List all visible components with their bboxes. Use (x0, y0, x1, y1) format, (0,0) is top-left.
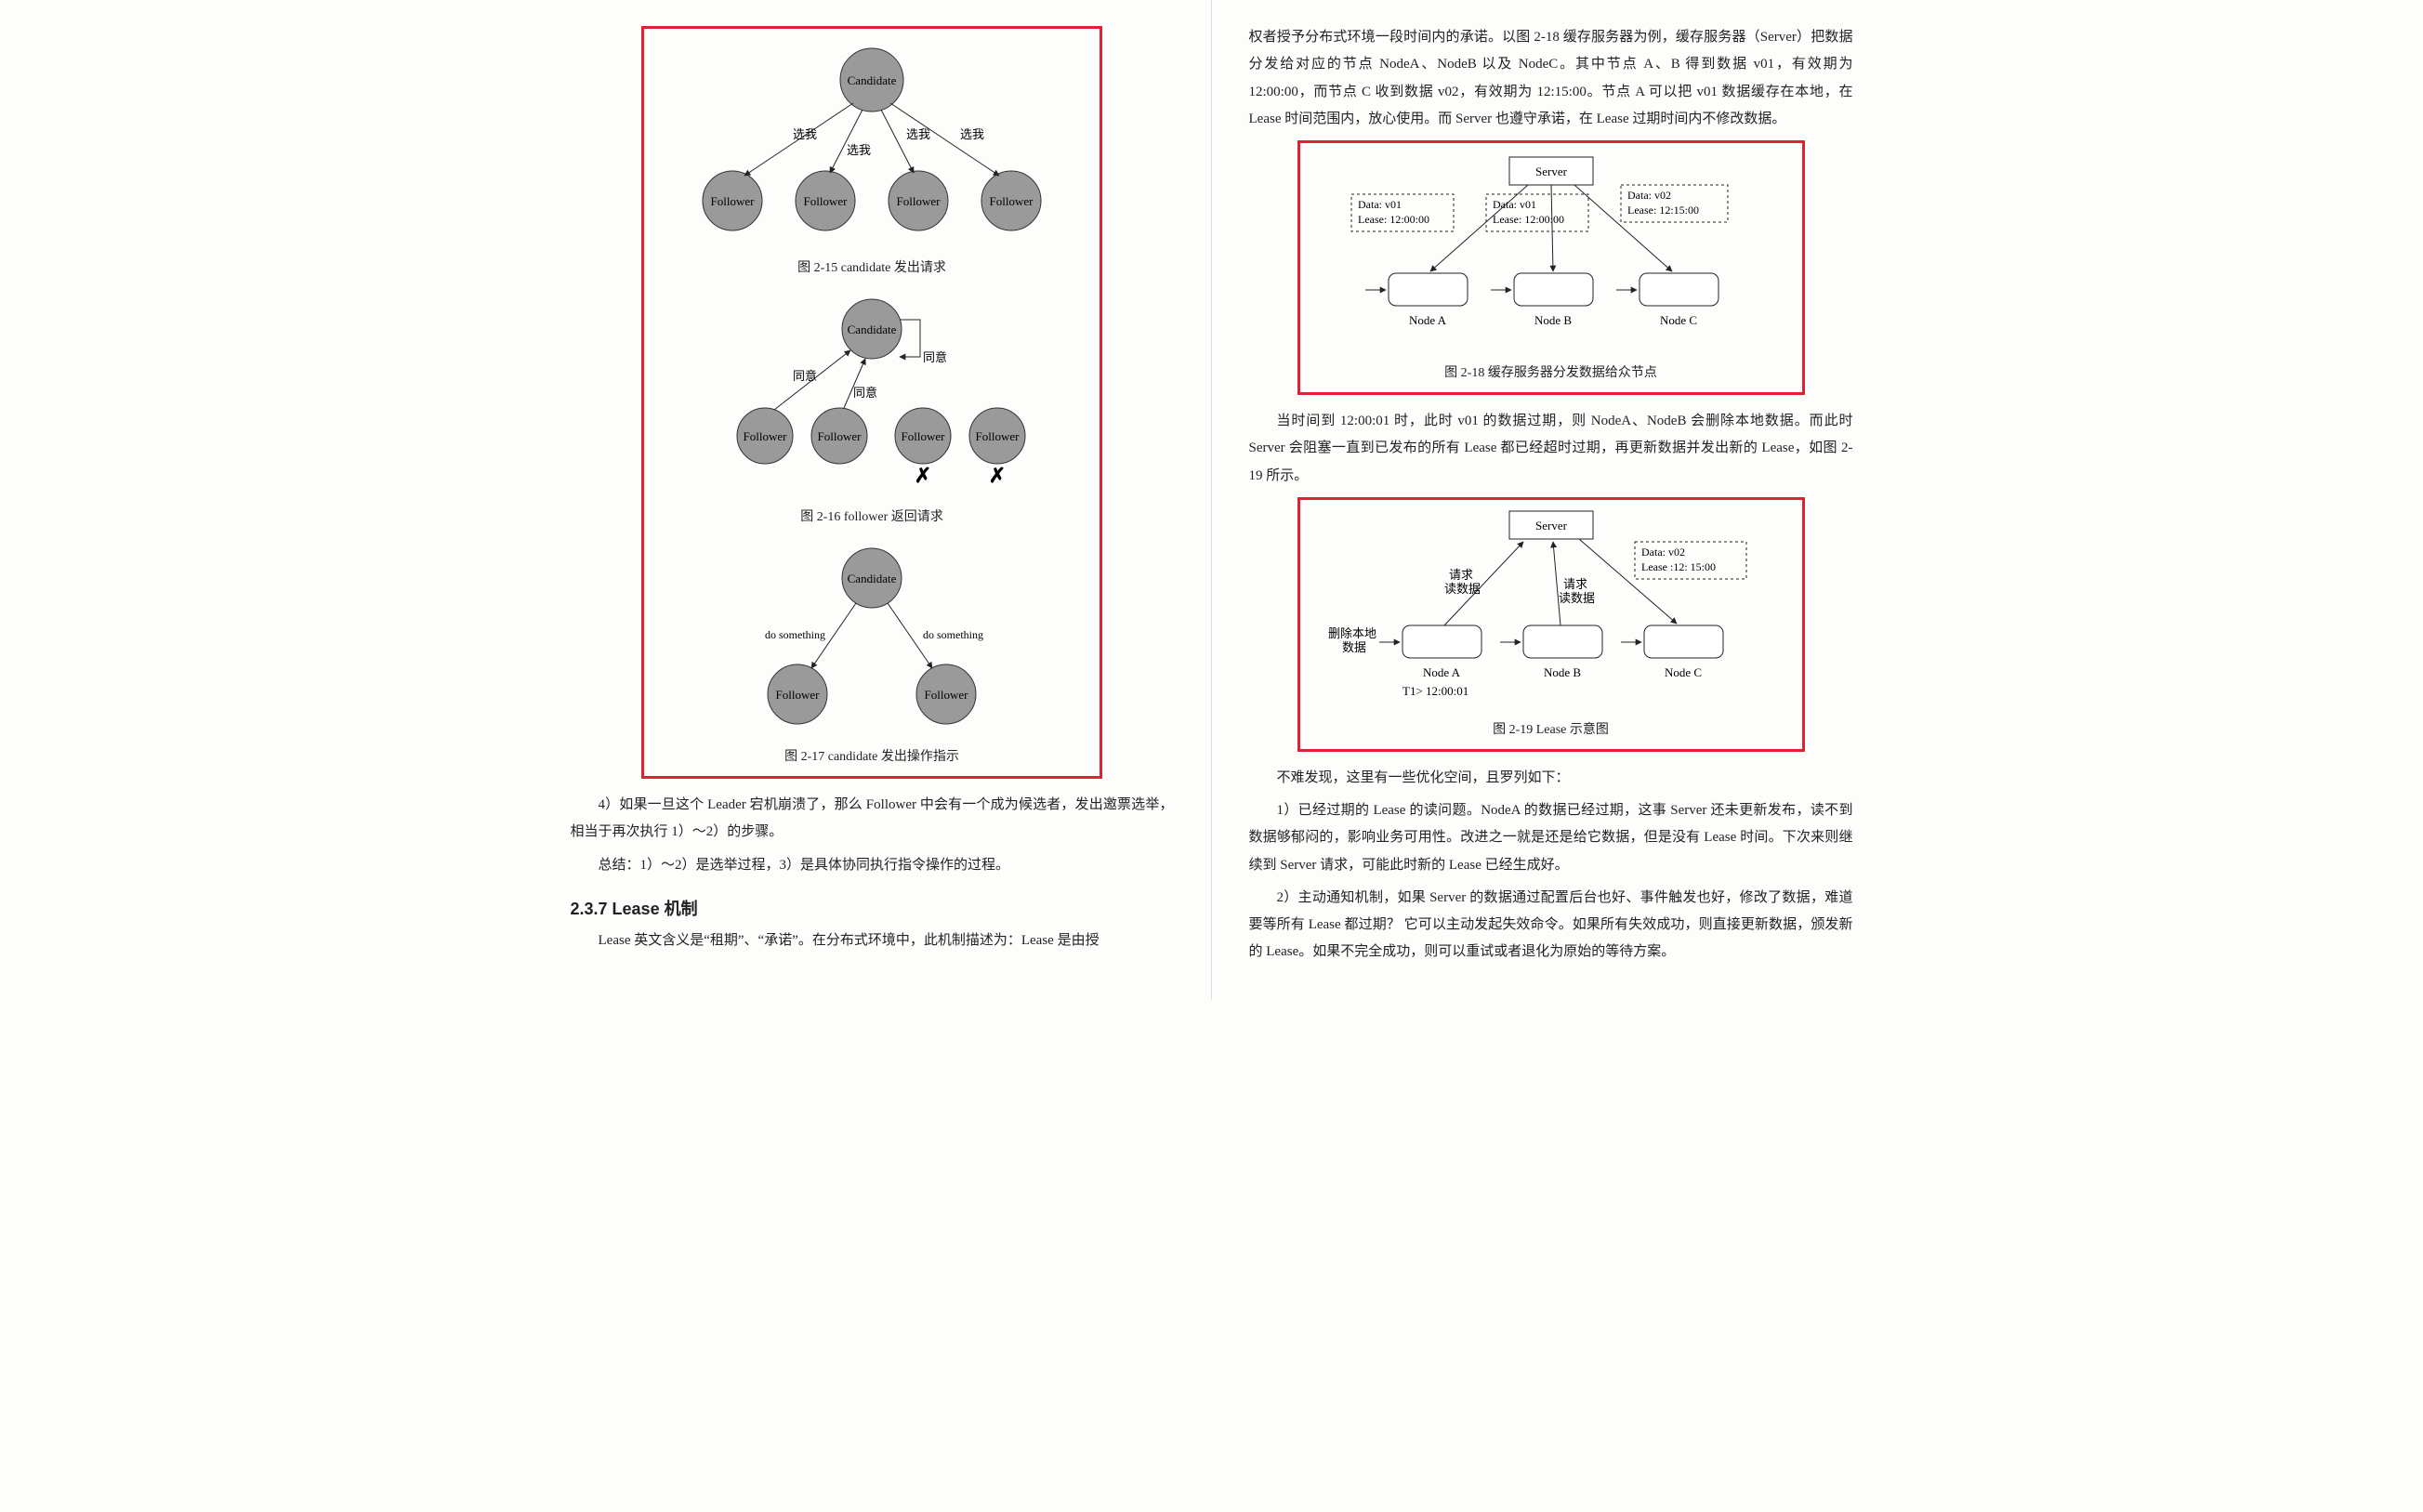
lease-box-b: Data: v01 Lease: 12:00:00 (1486, 194, 1588, 231)
svg-text:Follower: Follower (990, 194, 1034, 208)
svg-text:Lease: 12:00:00: Lease: 12:00:00 (1358, 213, 1429, 226)
svg-text:请求: 请求 (1563, 577, 1587, 591)
svg-text:读数据: 读数据 (1444, 582, 1481, 596)
fig218-caption: 图 2-18 缓存服务器分发数据给众节点 (1300, 362, 1802, 381)
svg-text:请求: 请求 (1449, 568, 1473, 582)
fig-2-17: Candidate Follower Follower do something… (644, 536, 1100, 741)
svg-text:Follower: Follower (711, 194, 756, 208)
svg-text:Lease: 12:15:00: Lease: 12:15:00 (1627, 204, 1699, 217)
right-page: 权者授予分布式环境一段时间内的承诺。以图 2-18 缓存服务器为例，缓存服务器（… (1212, 0, 1890, 1000)
svg-text:选我: 选我 (847, 143, 871, 157)
svg-text:✗: ✗ (915, 464, 931, 487)
svg-text:删除本地: 删除本地 (1328, 626, 1376, 640)
svg-text:Follower: Follower (804, 194, 849, 208)
section-heading: 2.3.7 Lease 机制 (571, 896, 1174, 920)
fig-2-19-box: Server Data: v02 Lease :12: 15:00 Node A… (1297, 497, 1805, 752)
para-left-1: 4）如果一旦这个 Leader 宕机崩溃了，那么 Follower 中会有一个成… (571, 792, 1174, 847)
svg-text:Node C: Node C (1659, 313, 1696, 327)
svg-text:选我: 选我 (906, 127, 930, 141)
fig-2-16: Candidate 同意 Follower Follower Follower … (644, 287, 1100, 501)
svg-text:数据: 数据 (1342, 640, 1366, 654)
svg-text:Candidate: Candidate (848, 322, 897, 336)
svg-text:do something: do something (923, 628, 983, 641)
para-right-2: 不难发现，这里有一些优化空间，且罗列如下： (1249, 765, 1853, 792)
fig-2-19: Server Data: v02 Lease :12: 15:00 Node A… (1300, 500, 1802, 714)
para-right-1: 当时间到 12:00:01 时，此时 v01 的数据过期，则 NodeA、Nod… (1249, 408, 1853, 490)
svg-text:Server: Server (1535, 519, 1568, 532)
svg-text:Lease :12: 15:00: Lease :12: 15:00 (1641, 560, 1716, 573)
lease-box-c: Data: v02 Lease: 12:15:00 (1621, 185, 1728, 222)
fig-2-18: Server Data: v01 Lease: 12:00:00 Data: v… (1300, 143, 1802, 357)
svg-text:同意: 同意 (853, 386, 877, 400)
svg-text:✗: ✗ (989, 464, 1006, 487)
svg-text:Follower: Follower (818, 429, 863, 443)
svg-text:do something: do something (765, 628, 825, 641)
svg-text:Data: v01: Data: v01 (1358, 198, 1402, 211)
svg-text:Follower: Follower (925, 688, 969, 702)
fig216-caption: 图 2-16 follower 返回请求 (644, 506, 1100, 525)
svg-text:读数据: 读数据 (1559, 591, 1595, 605)
svg-text:Follower: Follower (976, 429, 1021, 443)
svg-text:Follower: Follower (744, 429, 788, 443)
lease-box-a: Data: v01 Lease: 12:00:00 (1351, 194, 1454, 231)
svg-text:Node B: Node B (1543, 665, 1580, 679)
para-right-4: 2）主动通知机制，如果 Server 的数据通过配置后台也好、事件触发也好，修改… (1249, 885, 1853, 966)
fig217-caption: 图 2-17 candidate 发出操作指示 (644, 746, 1100, 765)
svg-text:Data: v01: Data: v01 (1493, 198, 1536, 211)
svg-text:Node B: Node B (1534, 313, 1571, 327)
svg-text:同意: 同意 (793, 369, 817, 383)
para-left-3: Lease 英文含义是“租期”、“承诺”。在分布式环境中，此机制描述为：Leas… (571, 927, 1174, 954)
svg-text:T1> 12:00:01: T1> 12:00:01 (1402, 684, 1468, 698)
svg-text:选我: 选我 (960, 127, 984, 141)
figure-group-left: Candidate Follower Follower Follower Fol… (641, 26, 1102, 779)
fig-2-18-box: Server Data: v01 Lease: 12:00:00 Data: v… (1297, 140, 1805, 395)
fig-2-15: Candidate Follower Follower Follower Fol… (644, 29, 1100, 252)
svg-text:Node A: Node A (1422, 665, 1460, 679)
svg-text:选我: 选我 (793, 127, 817, 141)
fig219-caption: 图 2-19 Lease 示意图 (1300, 719, 1802, 738)
svg-text:Data: v02: Data: v02 (1627, 189, 1671, 202)
para-right-3: 1）已经过期的 Lease 的读问题。NodeA 的数据已经过期，这事 Serv… (1249, 797, 1853, 879)
svg-text:Candidate: Candidate (848, 572, 897, 585)
svg-text:Follower: Follower (897, 194, 942, 208)
svg-text:Follower: Follower (776, 688, 821, 702)
svg-text:Data: v02: Data: v02 (1641, 546, 1685, 559)
svg-text:同意: 同意 (923, 350, 947, 364)
svg-text:Lease: 12:00:00: Lease: 12:00:00 (1493, 213, 1564, 226)
left-page: Candidate Follower Follower Follower Fol… (533, 0, 1212, 1000)
para-right-0: 权者授予分布式环境一段时间内的承诺。以图 2-18 缓存服务器为例，缓存服务器（… (1249, 24, 1853, 133)
fig215-caption: 图 2-15 candidate 发出请求 (644, 257, 1100, 276)
svg-text:Node C: Node C (1664, 665, 1701, 679)
para-left-2: 总结：1）～2）是选举过程，3）是具体协同执行指令操作的过程。 (571, 852, 1174, 879)
svg-text:Server: Server (1535, 164, 1568, 178)
svg-text:Follower: Follower (902, 429, 946, 443)
svg-text:Node A: Node A (1408, 313, 1446, 327)
candidate-label: Candidate (848, 73, 897, 87)
